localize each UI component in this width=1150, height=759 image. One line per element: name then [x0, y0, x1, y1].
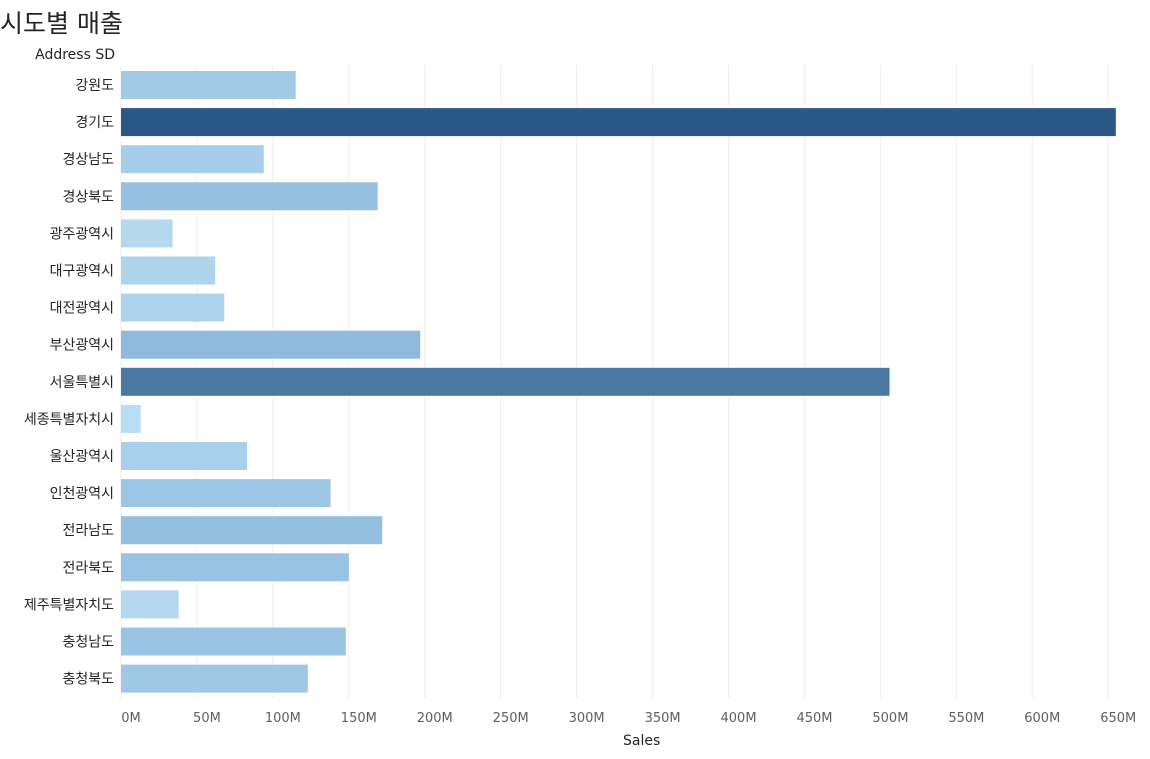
- x-tick-label: 150M: [341, 711, 377, 726]
- category-labels: 강원도경기도경상남도경상북도광주광역시대구광역시대전광역시부산광역시서울특별시세…: [24, 78, 114, 688]
- bar[interactable]: [121, 182, 378, 211]
- category-label: 전라북도: [62, 560, 114, 576]
- bar[interactable]: [121, 330, 421, 359]
- bar[interactable]: [121, 404, 141, 433]
- bar[interactable]: [121, 145, 264, 174]
- bar[interactable]: [121, 256, 216, 285]
- x-tick-label: 450M: [796, 711, 832, 726]
- bar[interactable]: [121, 219, 173, 248]
- x-tick-label: 600M: [1024, 711, 1060, 726]
- category-label: 경상남도: [62, 152, 114, 168]
- x-tick-label: 550M: [948, 711, 984, 726]
- x-tick-label: 300M: [569, 711, 605, 726]
- bar[interactable]: [121, 293, 225, 322]
- x-tick-label: 50M: [193, 711, 221, 726]
- x-tick-label: 350M: [645, 711, 681, 726]
- category-label: 경상북도: [62, 189, 114, 205]
- category-label: 울산광역시: [50, 449, 114, 465]
- x-tick-label: 250M: [493, 711, 529, 726]
- x-tick-label: 500M: [872, 711, 908, 726]
- bar[interactable]: [121, 664, 308, 693]
- x-tick-label: 200M: [417, 711, 453, 726]
- x-tick-label: 400M: [721, 711, 757, 726]
- category-label: 충청북도: [62, 672, 114, 688]
- category-label: 인천광역시: [50, 486, 114, 502]
- x-tick-label: 100M: [265, 711, 301, 726]
- category-label: 서울특별시: [50, 375, 114, 391]
- bar[interactable]: [121, 367, 890, 396]
- chart-title: 시도별 매출: [0, 9, 123, 38]
- category-label: 부산광역시: [50, 338, 114, 354]
- category-label: 강원도: [75, 78, 114, 94]
- bar[interactable]: [121, 442, 248, 470]
- category-label: 전라남도: [62, 523, 114, 539]
- bar[interactable]: [121, 108, 1116, 137]
- category-label: 광주광역시: [50, 226, 114, 242]
- bar[interactable]: [121, 479, 331, 508]
- bar[interactable]: [121, 590, 179, 619]
- category-label: 충청남도: [62, 635, 114, 651]
- bar[interactable]: [121, 553, 349, 582]
- x-axis-title: Sales: [623, 733, 661, 749]
- x-tick-label: 650M: [1100, 711, 1136, 726]
- bar[interactable]: [121, 627, 346, 656]
- y-axis-title: Address SD: [35, 47, 115, 63]
- category-label: 경기도: [75, 115, 114, 131]
- bar[interactable]: [121, 516, 383, 545]
- category-label: 제주특별자치도: [24, 597, 114, 613]
- bar[interactable]: [121, 71, 296, 99]
- bars: [121, 71, 1116, 693]
- category-label: 대구광역시: [50, 264, 114, 280]
- x-tick-labels: 0M 50M 100M 150M 200M 250M 300M 350M 400M 450M 500…: [121, 711, 1136, 726]
- category-label: 대전광역시: [50, 301, 114, 317]
- x-tick-label: 0M: [121, 711, 141, 726]
- category-label: 세종특별자치시: [24, 412, 114, 428]
